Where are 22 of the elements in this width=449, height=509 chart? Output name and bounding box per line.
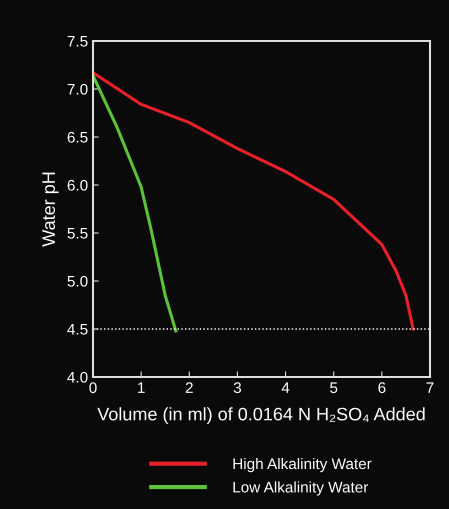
x-axis-title: Volume (in ml) of 0.0164 N H₂SO₄ Added (97, 407, 425, 424)
x-tick-label: 5 (330, 382, 338, 394)
legend-label: High Alkalinity Water (233, 458, 372, 472)
legend-label: Low Alkalinity Water (233, 481, 368, 496)
x-tick-label: 4 (282, 382, 290, 393)
y-tick-label: 5.5 (68, 228, 88, 239)
x-tick-label: 0 (89, 382, 97, 394)
x-tick-label: 6 (378, 382, 386, 394)
x-tick-label: 1 (138, 382, 145, 393)
y-tick-label: 7.5 (68, 36, 88, 47)
y-tick-label: 4.0 (67, 372, 88, 383)
x-tick-label: 3 (234, 382, 242, 394)
y-tick-label: 7.0 (68, 84, 88, 95)
line-series (93, 71, 415, 331)
x-tick-label: 2 (186, 382, 193, 393)
line-series (93, 74, 178, 332)
y-tick-label: 6.5 (68, 132, 88, 143)
y-axis-title: Water pH (42, 172, 59, 247)
y-tick-label: 4.5 (67, 324, 88, 335)
y-tick-label: 6.0 (68, 180, 88, 191)
x-tick-label: 7 (426, 382, 434, 393)
y-tick-label: 5.0 (68, 276, 88, 287)
